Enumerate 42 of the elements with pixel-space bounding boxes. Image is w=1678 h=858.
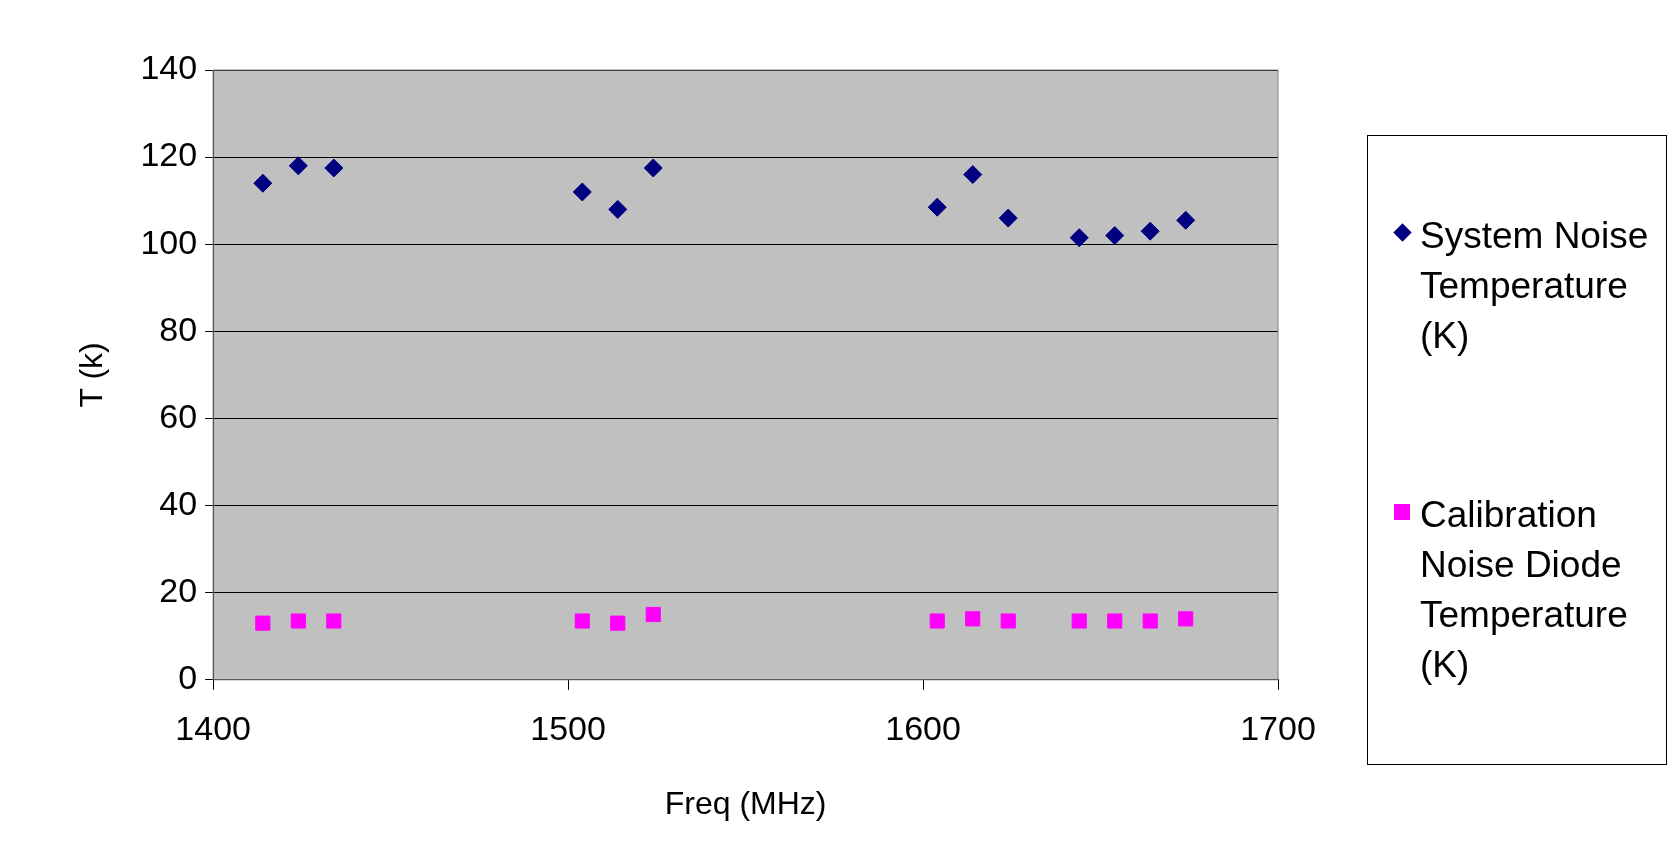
x-tick-label: 1600 bbox=[885, 708, 961, 747]
legend-label: System Noise Temperature (K) bbox=[1420, 213, 1650, 358]
point bbox=[1000, 613, 1016, 629]
point bbox=[610, 615, 626, 631]
point bbox=[927, 197, 947, 217]
point bbox=[574, 613, 590, 629]
point bbox=[998, 208, 1018, 228]
point bbox=[1107, 613, 1123, 629]
legend-label: Calibration Noise Diode Temperature (K) bbox=[1420, 492, 1629, 687]
point bbox=[1069, 228, 1089, 248]
y-tick-label: 140 bbox=[140, 48, 198, 87]
y-tick-label: 0 bbox=[178, 658, 198, 697]
y-tick-label: 40 bbox=[159, 483, 198, 522]
point bbox=[255, 615, 271, 631]
point bbox=[253, 173, 273, 193]
y-tick-label: 20 bbox=[159, 571, 198, 610]
point bbox=[326, 613, 342, 629]
y-tick-label: 60 bbox=[159, 396, 198, 435]
point bbox=[1105, 226, 1125, 246]
point bbox=[572, 182, 592, 202]
x-tick-label: 1400 bbox=[175, 708, 251, 747]
point bbox=[1140, 221, 1160, 241]
y-tick-label: 80 bbox=[159, 309, 198, 348]
point bbox=[929, 613, 945, 629]
point bbox=[645, 606, 661, 623]
y-tick-label: 100 bbox=[140, 222, 198, 261]
y-tick-label: 120 bbox=[140, 135, 198, 174]
point bbox=[608, 199, 628, 219]
point bbox=[963, 165, 983, 185]
x-axis-title: Freq (MHz) bbox=[664, 784, 827, 821]
y-axis-title: T (k) bbox=[73, 342, 110, 408]
point bbox=[288, 156, 308, 176]
point bbox=[1178, 611, 1194, 627]
point bbox=[324, 158, 344, 178]
point bbox=[290, 613, 306, 629]
x-tick-label: 1500 bbox=[530, 708, 606, 747]
point bbox=[1071, 613, 1087, 629]
x-tick-label: 1700 bbox=[1240, 708, 1316, 747]
point bbox=[1176, 210, 1196, 230]
point bbox=[1142, 613, 1158, 629]
point bbox=[965, 611, 981, 627]
point bbox=[643, 158, 663, 178]
